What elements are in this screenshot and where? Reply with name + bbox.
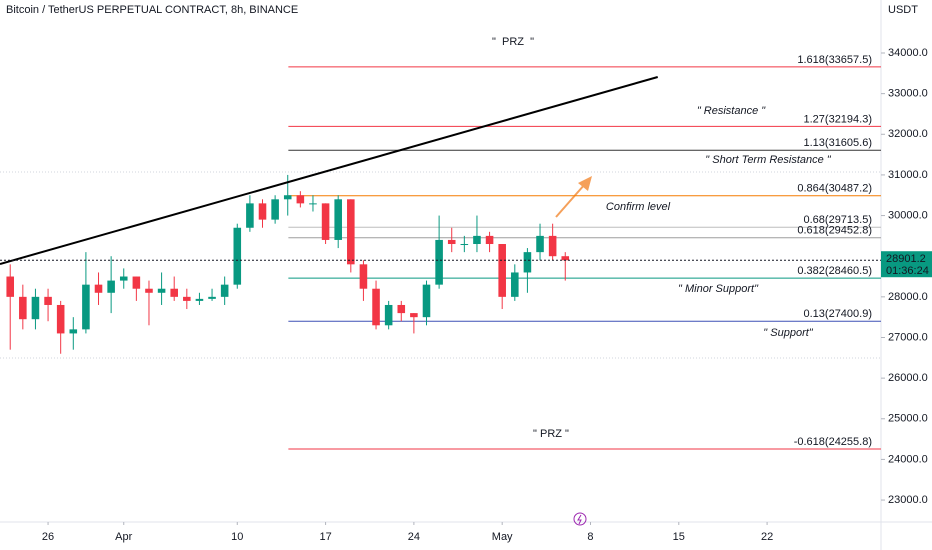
candle-body bbox=[132, 276, 141, 289]
candle-body bbox=[384, 304, 393, 326]
trend-line bbox=[0, 76, 658, 265]
candle-body bbox=[283, 195, 292, 200]
x-tick-label: 26 bbox=[42, 531, 54, 543]
candle-body bbox=[44, 296, 52, 305]
candle-body bbox=[309, 203, 317, 205]
annotation: Confirm level bbox=[606, 201, 671, 213]
fib-label: 1.13(31605.6) bbox=[804, 137, 873, 149]
x-tick-label: 15 bbox=[673, 531, 685, 543]
annotation: " PRZ " bbox=[533, 428, 569, 440]
candle-body bbox=[246, 203, 254, 228]
candle-body bbox=[183, 296, 191, 301]
x-tick-label: 10 bbox=[231, 531, 243, 543]
candle-body bbox=[107, 280, 115, 293]
annotation: " Short Term Resistance " bbox=[705, 154, 831, 166]
y-tick-label: 31000.0 bbox=[888, 169, 928, 181]
candle-body bbox=[31, 296, 40, 320]
candle-body bbox=[56, 304, 65, 334]
alert-icon bbox=[573, 512, 587, 526]
candle-body bbox=[220, 284, 229, 297]
candle-body bbox=[145, 288, 153, 293]
candle-body bbox=[233, 227, 242, 285]
candle-body bbox=[69, 329, 78, 334]
candle-body bbox=[359, 264, 368, 289]
x-tick-label: 22 bbox=[761, 531, 773, 543]
y-tick-label: 24000.0 bbox=[888, 453, 928, 465]
annotation: " Resistance " bbox=[697, 105, 766, 117]
candle-body bbox=[561, 256, 570, 261]
candle-body bbox=[170, 288, 178, 297]
annotation: " Minor Support" bbox=[678, 283, 759, 295]
y-tick-label: 23000.0 bbox=[888, 494, 928, 506]
candle-body bbox=[410, 313, 418, 318]
annotation: " PRZ " bbox=[492, 36, 534, 48]
candle-body bbox=[422, 284, 431, 318]
fib-label: 1.27(32194.3) bbox=[804, 113, 873, 125]
candle-body bbox=[498, 244, 506, 297]
y-tick-label: 30000.0 bbox=[888, 209, 928, 221]
candle-body bbox=[321, 203, 330, 240]
candle-body bbox=[397, 304, 406, 314]
candle-body bbox=[523, 252, 532, 273]
y-tick-label: 34000.0 bbox=[888, 47, 928, 59]
current-price-label: 28901.2 bbox=[886, 253, 926, 265]
x-tick-label: 8 bbox=[587, 531, 593, 543]
candle-body bbox=[157, 288, 166, 293]
candle-body bbox=[435, 239, 443, 285]
candle-body bbox=[347, 199, 355, 265]
candle-body bbox=[208, 296, 216, 299]
fib-label: 0.618(29452.8) bbox=[797, 225, 872, 237]
y-tick-label: 28000.0 bbox=[888, 291, 928, 303]
fib-label: 0.864(30487.2) bbox=[797, 183, 872, 195]
candle-body bbox=[485, 235, 494, 245]
fib-label: 0.382(28460.5) bbox=[797, 265, 872, 277]
candle-body bbox=[473, 235, 481, 245]
candle-body bbox=[548, 235, 557, 257]
y-tick-label: 25000.0 bbox=[888, 413, 928, 425]
fib-label: 0.68(29713.5) bbox=[804, 214, 873, 226]
current-price-box bbox=[881, 251, 932, 278]
fib-label: 0.13(27400.9) bbox=[804, 308, 873, 320]
candle-body bbox=[372, 288, 380, 326]
x-tick-label: May bbox=[492, 531, 513, 543]
y-tick-label: 26000.0 bbox=[888, 372, 928, 384]
fib-label: -0.618(24255.8) bbox=[794, 436, 872, 448]
candle-body bbox=[334, 199, 342, 240]
y-tick-label: 32000.0 bbox=[888, 128, 928, 140]
candle-body bbox=[6, 276, 15, 297]
y-tick-label: 33000.0 bbox=[888, 88, 928, 100]
x-tick-label: Apr bbox=[115, 531, 132, 543]
fib-label: 1.618(33657.5) bbox=[797, 54, 872, 66]
candle-body bbox=[460, 244, 469, 246]
candle-body bbox=[82, 284, 90, 330]
candle-body bbox=[19, 296, 27, 320]
countdown: 01:36:24 bbox=[886, 265, 929, 277]
x-tick-label: 24 bbox=[408, 531, 420, 543]
x-tick-label: 17 bbox=[319, 531, 331, 543]
candle-body bbox=[195, 298, 204, 301]
y-tick-label: 27000.0 bbox=[888, 331, 928, 343]
confirm-arrow bbox=[555, 176, 592, 218]
candle-body bbox=[536, 235, 544, 253]
candle-body bbox=[447, 239, 456, 245]
candle-body bbox=[94, 284, 103, 293]
annotation: " Support" bbox=[763, 327, 813, 339]
symbol-title: Bitcoin / TetherUS PERPETUAL CONTRACT, 8… bbox=[6, 4, 298, 16]
candle-body bbox=[119, 276, 128, 281]
candle-body bbox=[296, 195, 305, 204]
candle-body bbox=[511, 272, 519, 297]
candle-body bbox=[271, 199, 279, 220]
currency: USDT bbox=[888, 4, 918, 16]
candle-body bbox=[258, 203, 267, 220]
